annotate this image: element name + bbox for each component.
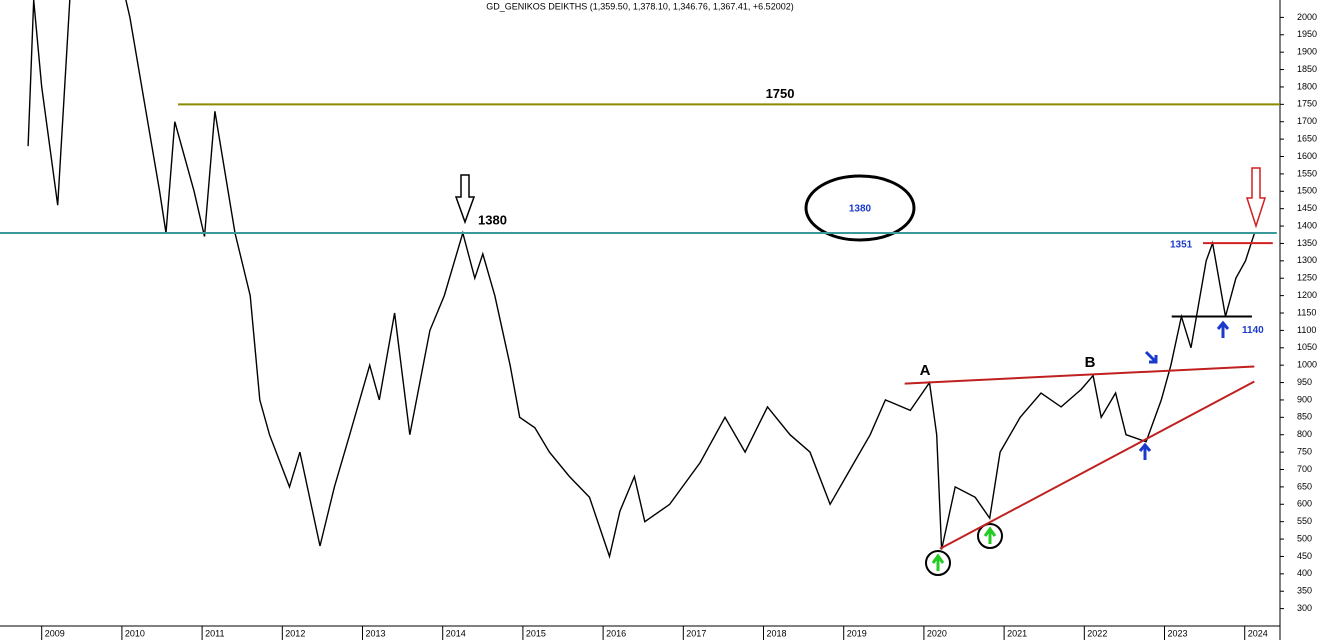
x-tick-label: 2009 [45,628,65,638]
y-tick-label: 600 [1297,499,1312,509]
x-tick-label: 2014 [446,628,466,638]
y-tick-label: 1400 [1297,220,1317,230]
x-tick-label: 2017 [686,628,706,638]
annotations [454,167,1267,576]
y-tick-label: 300 [1297,603,1312,613]
y-tick-label: 750 [1297,446,1312,456]
x-tick-label: 2011 [205,628,224,638]
point-label: A [920,362,931,379]
ellipse [804,174,916,242]
y-tick-label: 650 [1297,481,1312,491]
y-tick-label: 800 [1297,429,1312,439]
plot [27,0,1255,559]
trendline [939,380,1255,550]
arrow [931,553,945,571]
ellipse-label: 1380 [849,204,872,215]
y-tick-label: 1500 [1297,186,1317,196]
y-tick-label: 1150 [1297,307,1316,317]
level-label: 1351 [1170,240,1193,251]
arrow [1245,167,1267,229]
y-tick-label: 450 [1297,551,1312,561]
y-tick-label: 1900 [1297,47,1317,57]
y-tick-label: 400 [1297,568,1312,578]
x-tick-label: 2021 [1007,628,1027,638]
level-label: 1140 [1242,325,1264,336]
x-tick-label: 2020 [927,628,947,638]
y-tick-label: 1750 [1297,99,1317,109]
y-tick-label: 700 [1297,464,1312,474]
level-label: 1750 [766,86,795,101]
y-tick-label: 500 [1297,533,1312,543]
y-tick-label: 1550 [1297,168,1317,178]
y-tick-label: 1100 [1297,325,1316,335]
x-tick-label: 2010 [125,628,145,638]
y-tick-label: 1700 [1297,116,1317,126]
y-tick-label: 1000 [1297,360,1317,370]
y-tick-label: 350 [1297,586,1312,596]
y-tick-label: 550 [1297,516,1312,526]
chart-title: GD_GENIKOS DEIKTHS (1,359.50, 1,378.10, … [486,1,793,11]
x-tick-label: 2022 [1087,628,1107,638]
y-tick-label: 1300 [1297,255,1317,265]
y-tick-label: 1450 [1297,203,1317,213]
y-tick-label: 900 [1297,394,1312,404]
arrow [1138,442,1152,460]
y-tick-label: 2000 [1297,12,1317,22]
y-tick-label: 1650 [1297,133,1317,143]
y-tick-label: 850 [1297,412,1312,422]
arrow [1144,350,1158,364]
x-tick-label: 2013 [366,628,386,638]
x-tick-label: 2016 [606,628,626,638]
y-tick-label: 1250 [1297,273,1317,283]
x-tick-label: 2012 [285,628,305,638]
y-tick-label: 1600 [1297,151,1317,161]
x-tick-label: 2018 [767,628,787,638]
price-line [27,0,1255,559]
arrow [454,174,476,225]
y-tick-label: 1800 [1297,81,1317,91]
x-tick-label: 2023 [1168,628,1188,638]
y-tick-label: 1350 [1297,238,1317,248]
x-tick-label: 2019 [847,628,867,638]
y-tick-label: 1050 [1297,342,1317,352]
y-tick-label: 1850 [1297,64,1317,74]
y-tick-label: 1200 [1297,290,1317,300]
trendline [904,365,1255,385]
arrow [983,526,997,544]
x-tick-label: 2015 [526,628,546,638]
arrow [1216,320,1230,338]
point-label: B [1085,354,1096,371]
y-tick-label: 950 [1297,377,1312,387]
level-label: 1380 [478,212,507,227]
x-tick-label: 2024 [1248,628,1268,638]
y-tick-label: 1950 [1297,29,1317,39]
